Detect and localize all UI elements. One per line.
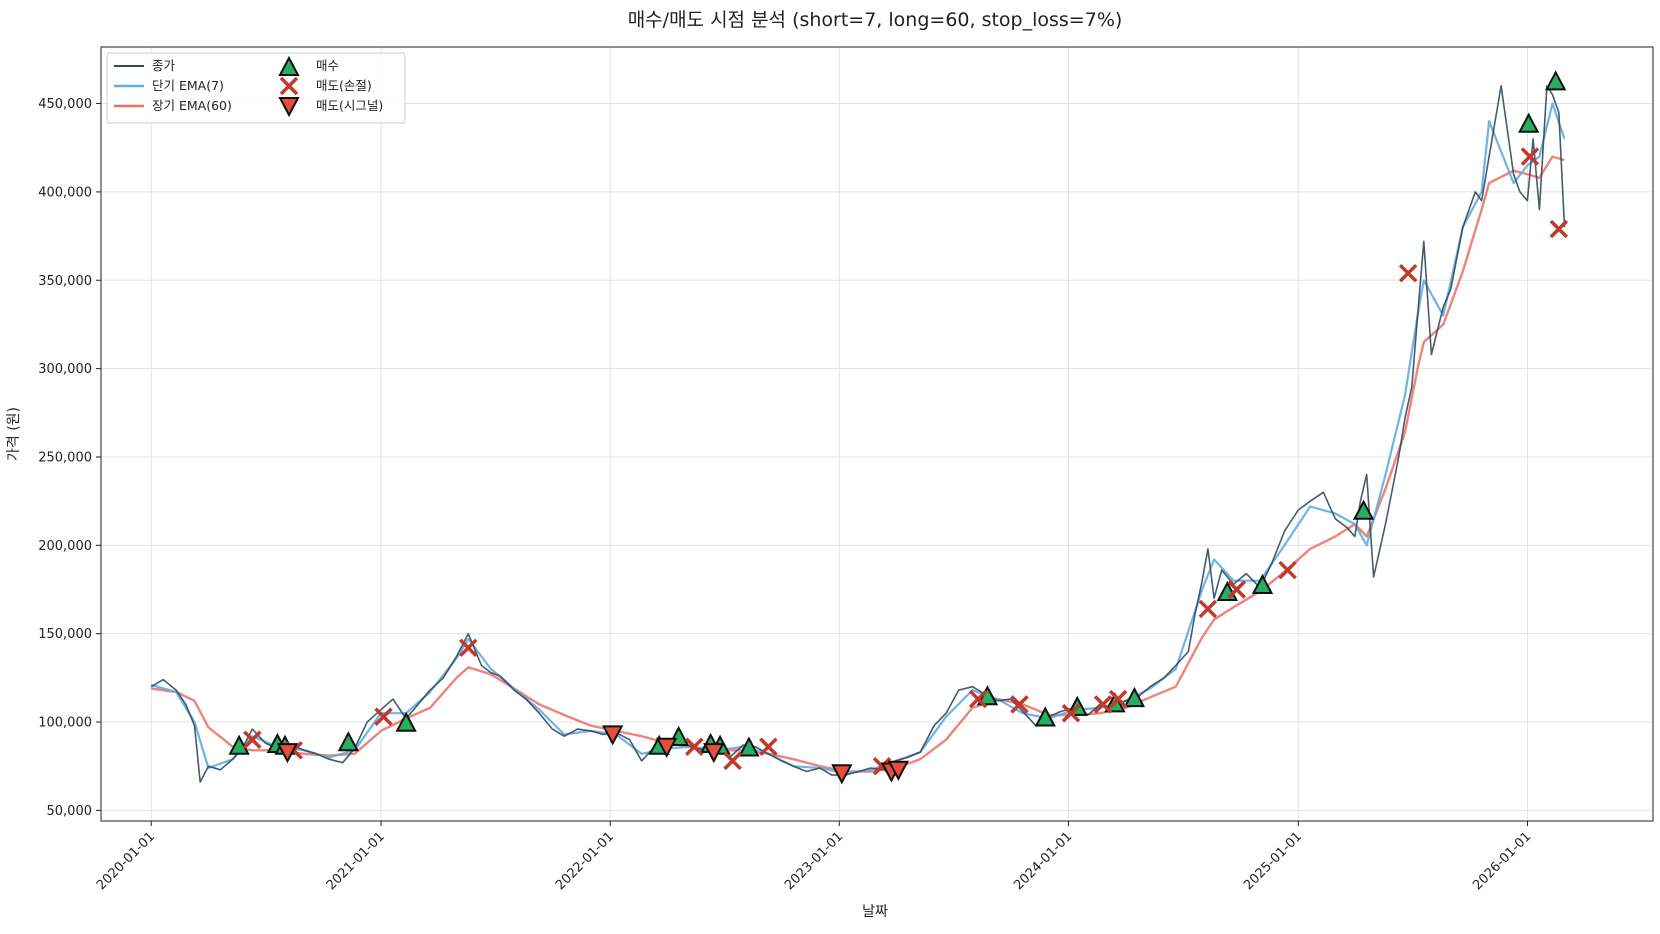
sell-signal-marker: [656, 737, 678, 758]
y-axis-label: 가격 (원): [6, 407, 22, 461]
sell-stop-marker: [1278, 560, 1297, 580]
plot-frame: [100, 46, 1654, 822]
buy-marker: [1545, 70, 1567, 91]
sell-stop-marker: [723, 751, 742, 771]
sell-stop-marker: [1108, 689, 1128, 709]
legend-box: [106, 52, 406, 124]
legend-label-close: 종가: [152, 58, 176, 73]
sell-stop-stroke: [1520, 147, 1540, 166]
legend-swatch-sell-signal: [278, 97, 300, 118]
sell-stop-marker: [1398, 263, 1418, 283]
legend-swatch-sell-stop: [279, 76, 299, 96]
legend-label-ema-short: 단기 EMA(7): [152, 78, 224, 93]
y-tick-label: 250,000: [38, 450, 92, 465]
sell-stop-stroke: [374, 707, 393, 726]
y-tick-label: 450,000: [38, 97, 92, 112]
sell-stop-marker: [1093, 695, 1113, 714]
buy-marker: [1518, 112, 1540, 133]
series-line-ema-long: [151, 155, 1565, 773]
buy-marker: [1251, 573, 1274, 594]
legend-label-buy: 매수: [316, 58, 339, 73]
sell-stop-stroke: [1198, 599, 1218, 619]
y-tick-label: 150,000: [38, 627, 92, 642]
sell-stop-stroke: [1398, 263, 1418, 283]
sell-stop-marker: [1520, 147, 1540, 166]
sell-signal-marker: [276, 743, 299, 764]
sell-stop-stroke: [723, 751, 742, 771]
sell-stop-stroke: [1227, 580, 1246, 599]
buy-marker: [228, 734, 250, 755]
sell-stop-marker: [968, 689, 988, 709]
chart-title: 매수/매도 시점 분석 (short=7, long=60, stop_loss…: [628, 9, 1123, 31]
legend: 종가 단기 EMA(7) 장기 EMA(60) 매수 매도(손절) 매도(시그널…: [106, 52, 406, 124]
sell-stop-marker: [1061, 703, 1081, 723]
y-tick-label: 50,000: [47, 804, 93, 819]
buy-marker: [395, 711, 417, 732]
sell-stop-stroke: [1108, 689, 1128, 709]
buy-marker: [738, 736, 760, 757]
sell-stop-stroke: [685, 737, 704, 757]
sell-stop-stroke: [968, 689, 988, 709]
marker-layer: [228, 70, 1569, 785]
sell-stop-stroke: [1093, 695, 1113, 714]
sell-stop-marker: [243, 730, 262, 749]
sell-stop-marker: [1010, 695, 1029, 714]
y-tick-label: 100,000: [38, 716, 92, 731]
sell-stop-stroke: [243, 730, 262, 749]
sell-stop-stroke: [1010, 695, 1029, 714]
sell-stop-stroke: [1061, 703, 1081, 723]
y-tick-label: 400,000: [38, 185, 92, 200]
legend-label-sell-stop: 매도(손절): [316, 78, 372, 93]
y-tick-label: 350,000: [38, 274, 92, 289]
y-tick-label: 200,000: [38, 539, 92, 554]
sell-signal-marker: [602, 725, 624, 746]
buy-marker: [1123, 686, 1146, 708]
sell-stop-marker: [685, 737, 704, 757]
sell-stop-marker: [459, 638, 478, 658]
sell-stop-marker: [1549, 219, 1569, 239]
legend-swatch-buy: [278, 55, 300, 76]
series-line-close: [150, 85, 1566, 783]
legend-label-ema-long: 장기 EMA(60): [152, 98, 232, 113]
sell-signal-marker: [831, 764, 853, 785]
sell-stop-stroke: [459, 638, 478, 658]
sell-stop-stroke: [759, 737, 778, 757]
sell-stop-stroke: [872, 756, 892, 776]
grid-layer: [101, 47, 1653, 821]
buy-marker: [337, 731, 360, 752]
sell-signal-marker: [703, 743, 725, 764]
buy-marker: [1352, 499, 1375, 520]
buy-marker: [1034, 706, 1056, 727]
series-layer: [150, 85, 1566, 783]
sell-signal-marker: [887, 760, 910, 781]
legend-label-sell-signal: 매도(시그널): [316, 98, 383, 113]
sell-stop-marker: [374, 707, 393, 726]
y-tick-label: 300,000: [38, 362, 92, 377]
x-axis-label: 날짜: [862, 904, 888, 920]
sell-stop-marker: [1227, 580, 1246, 599]
sell-stop-stroke: [1549, 219, 1569, 239]
sell-stop-marker: [1198, 599, 1218, 619]
sell-stop-marker: [759, 737, 778, 757]
sell-stop-stroke: [1278, 560, 1297, 580]
